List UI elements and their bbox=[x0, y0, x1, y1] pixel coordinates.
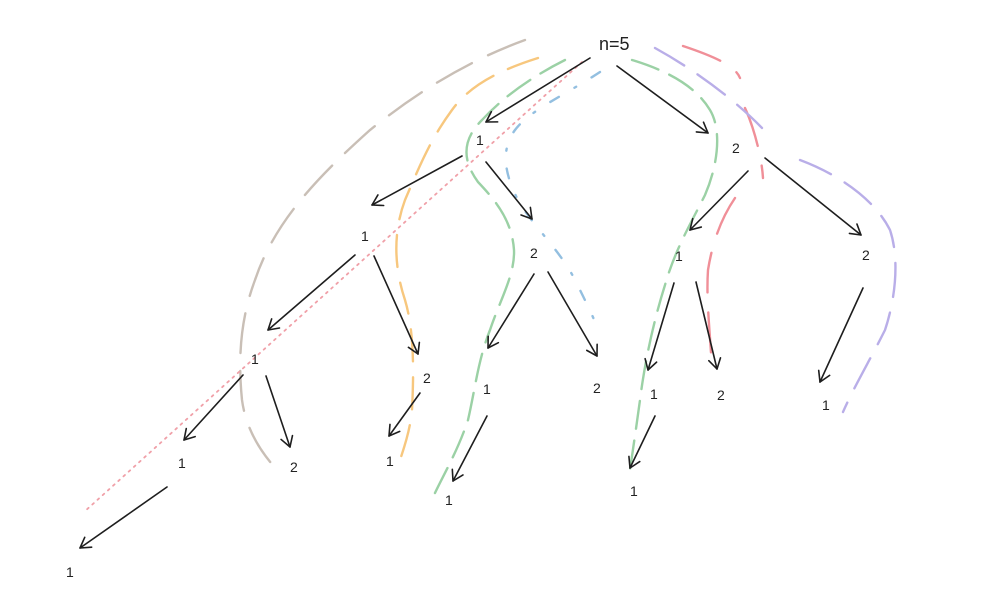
edge-a-ab bbox=[485, 161, 533, 220]
node-label: 2 bbox=[732, 140, 740, 156]
node-label: 1 bbox=[445, 492, 453, 508]
node-label: 2 bbox=[717, 387, 725, 403]
edge-baa-baaa bbox=[628, 415, 656, 469]
edge-b-bb bbox=[764, 157, 862, 236]
edge-root-a bbox=[485, 57, 591, 123]
edge-bb-bba bbox=[817, 287, 864, 383]
node-label: 1 bbox=[251, 351, 259, 367]
edge-aa-aaa bbox=[267, 254, 356, 331]
edge-aab-aaba bbox=[388, 392, 421, 437]
node-label: 1 bbox=[66, 564, 74, 580]
tree-nodes: n=5 1 2 1 2 1 2 1 2 1 2 1 2 1 1 2 1 1 1 … bbox=[66, 34, 870, 580]
edge-aa-aab bbox=[373, 255, 421, 355]
node-label: 2 bbox=[862, 247, 870, 263]
path-green bbox=[432, 58, 567, 497]
edge-aaa-aaaa bbox=[183, 374, 244, 441]
edge-aaa-aaab bbox=[265, 375, 294, 448]
edge-b-ba bbox=[689, 170, 749, 231]
edge-aba-abaa bbox=[451, 415, 488, 482]
node-label: 2 bbox=[423, 370, 431, 386]
edge-ba-baa bbox=[644, 282, 675, 371]
node-label: 1 bbox=[178, 455, 186, 471]
node-label: 2 bbox=[593, 380, 601, 396]
node-label: 2 bbox=[290, 459, 298, 475]
node-label: 1 bbox=[476, 132, 484, 148]
edge-root-b bbox=[616, 65, 709, 134]
edge-ab-aba bbox=[487, 273, 535, 349]
node-label: 1 bbox=[675, 248, 683, 264]
path-overlays bbox=[83, 38, 897, 513]
root-node-label: n=5 bbox=[599, 34, 630, 54]
node-label: 1 bbox=[630, 483, 638, 499]
path-blue bbox=[504, 70, 602, 332]
node-label: 1 bbox=[483, 381, 491, 397]
node-label: 1 bbox=[650, 386, 658, 402]
node-label: 1 bbox=[386, 453, 394, 469]
path-dotted-red bbox=[83, 61, 583, 513]
node-label: 2 bbox=[530, 245, 538, 261]
path-purple bbox=[653, 46, 897, 414]
edge-a-aa bbox=[371, 155, 463, 207]
node-label: 1 bbox=[822, 397, 830, 413]
node-label: 1 bbox=[361, 228, 369, 244]
path-orange bbox=[395, 56, 540, 462]
edge-aaaa-aaaaa bbox=[79, 486, 168, 549]
tree-edges bbox=[79, 57, 864, 549]
path-taupe bbox=[239, 38, 527, 477]
edge-ba-bab bbox=[695, 281, 722, 370]
path-green-right bbox=[628, 58, 719, 472]
edge-ab-abb bbox=[547, 271, 598, 357]
